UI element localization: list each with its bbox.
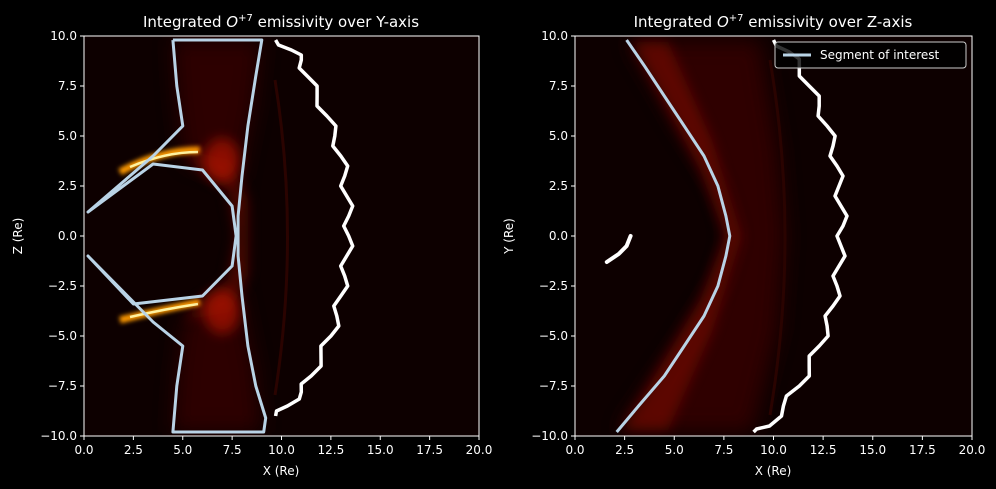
outer-boundary-contour	[273, 39, 355, 417]
y-tick-label: 0.0	[549, 229, 568, 243]
panel-z-axis: 0.0 2.5 5.0 7.5 10.0 12.5 15.0 17.5 20.0 10.0 7.5…	[502, 13, 985, 478]
x-tick-label: 17.5	[416, 443, 443, 457]
heatmap-hot-core-top	[129, 150, 199, 169]
x-tick-label: 10.0	[760, 443, 787, 457]
legend-box	[774, 41, 967, 69]
heatmap-faint-arc	[768, 59, 787, 416]
heatmap-mid-region	[184, 150, 248, 320]
heatmap-glow-bottom	[204, 290, 240, 334]
y-tick-label: 5.0	[58, 129, 77, 143]
x-tick-label: 12.5	[810, 443, 837, 457]
emissivity-heatmap	[604, 39, 849, 434]
y-tick-label: 2.5	[58, 179, 77, 193]
x-tick-label: 0.0	[74, 443, 93, 457]
y-tick-label: −5.0	[48, 329, 77, 343]
x-tick-label: 15.0	[367, 443, 394, 457]
x-axis-label: X (Re)	[755, 464, 792, 478]
heatmap-hot-streak-top	[118, 146, 201, 176]
x-ticks: 0.0 2.5 5.0 7.5 10.0 12.5 15.0 17.5 20.0	[74, 436, 492, 457]
x-ticks: 0.0 2.5 5.0 7.5 10.0 12.5 15.0 17.5 20.0	[565, 436, 985, 457]
chart-title: Integrated O+7 emissivity over Y-axis	[143, 13, 419, 31]
plot-area	[84, 36, 479, 436]
y-tick-label: −10.0	[40, 429, 77, 443]
x-tick-label: 15.0	[859, 443, 886, 457]
y-tick-label: 5.0	[549, 129, 568, 143]
y-tick-label: −2.5	[539, 279, 568, 293]
emissivity-heatmap	[86, 38, 355, 434]
x-axis-label: X (Re)	[263, 464, 300, 478]
x-tick-label: 0.0	[565, 443, 584, 457]
y-tick-label: 10.0	[50, 29, 77, 43]
y-tick-label: −7.5	[539, 379, 568, 393]
outer-boundary-contour	[752, 39, 849, 434]
x-tick-label: 12.5	[318, 443, 345, 457]
heatmap-glow-top	[204, 138, 240, 182]
y-tick-label: 2.5	[549, 179, 568, 193]
x-tick-label: 2.5	[124, 443, 143, 457]
x-tick-label: 5.0	[173, 443, 192, 457]
x-tick-label: 7.5	[714, 443, 733, 457]
heatmap-hot-core-bottom	[129, 302, 199, 319]
segment-contour	[615, 39, 732, 433]
x-tick-label: 17.5	[909, 443, 936, 457]
x-tick-label: 5.0	[665, 443, 684, 457]
y-tick-label: −5.0	[539, 329, 568, 343]
chart-title: Integrated O+7 emissivity over Z-axis	[634, 13, 913, 31]
x-tick-label: 7.5	[223, 443, 242, 457]
x-tick-label: 20.0	[466, 443, 493, 457]
x-tick-label: 20.0	[959, 443, 986, 457]
y-tick-label: 10.0	[541, 29, 568, 43]
x-tick-label: 2.5	[615, 443, 634, 457]
y-tick-label: 7.5	[58, 79, 77, 93]
heatmap-mid-region	[622, 42, 742, 430]
x-tick-label: 10.0	[268, 443, 295, 457]
segment-contour	[86, 38, 268, 434]
y-ticks: 10.0 7.5 5.0 2.5 0.0 −2.5 −5.0 −7.5 −10.0	[531, 29, 575, 443]
panel-y-axis: 0.0 2.5 5.0 7.5 10.0 12.5 15.0 17.5 20.0 10.0 7.5…	[11, 13, 492, 478]
heatmap-faint-arc	[273, 79, 289, 396]
legend: Segment of interest	[774, 41, 967, 69]
heatmap-dim-region	[618, 40, 785, 432]
y-tick-label: −2.5	[48, 279, 77, 293]
y-tick-label: −7.5	[48, 379, 77, 393]
y-tick-label: 0.0	[58, 229, 77, 243]
inner-arc	[604, 234, 633, 264]
y-tick-label: −10.0	[531, 429, 568, 443]
y-tick-label: 7.5	[549, 79, 568, 93]
y-axis-label: Y (Re)	[502, 218, 516, 255]
y-axis-label: Z (Re)	[11, 218, 25, 255]
heatmap-dim-region	[173, 40, 261, 432]
y-ticks: 10.0 7.5 5.0 2.5 0.0 −2.5 −5.0 −7.5 −10.0	[40, 29, 84, 443]
legend-label: Segment of interest	[820, 48, 940, 62]
